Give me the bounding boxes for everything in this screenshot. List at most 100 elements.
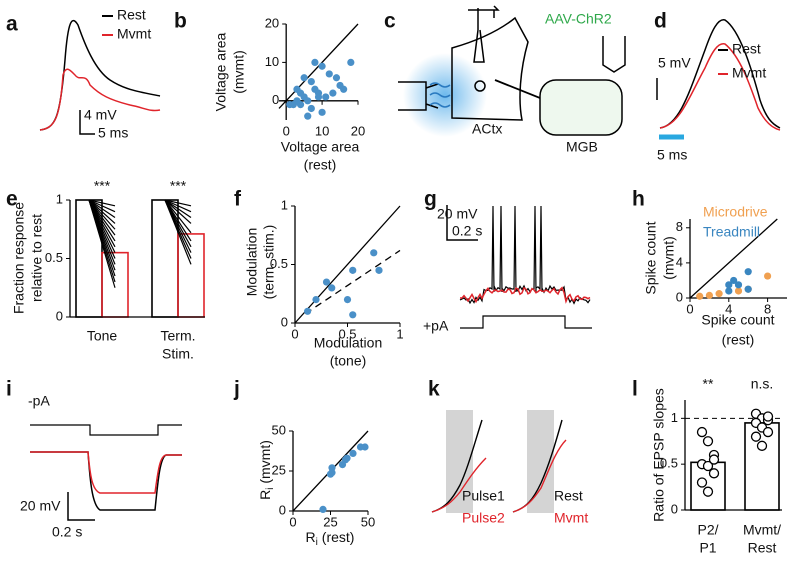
x-tick-label: Rest [748, 540, 777, 556]
point [304, 97, 312, 105]
point [708, 468, 720, 479]
light [403, 53, 487, 137]
x-axis-label: (tone) [330, 353, 367, 369]
x-tick-label: P1 [699, 540, 716, 556]
panel-letter: b [174, 10, 187, 33]
x-tick-label: 10 [315, 123, 329, 138]
point [744, 285, 752, 293]
trace [659, 19, 781, 129]
virus-label: AAV-ChR2 [545, 11, 612, 27]
panel-letter: e [6, 188, 18, 211]
x-tick-label: 50 [361, 514, 375, 529]
y-axis-label: (mvmt) [231, 50, 247, 94]
y-tick-label: 0.5 [45, 250, 63, 265]
stimulus [460, 315, 592, 329]
region-label: MGB [566, 139, 598, 155]
x-axis-label: Voltage area [281, 139, 360, 155]
y-axis-label: Ri (mvmt) [257, 440, 276, 500]
point [734, 287, 743, 295]
x-tick-label: 0 [283, 123, 290, 138]
electrode [468, 5, 500, 63]
legend-label: Mvmt [732, 65, 766, 81]
light-waves [429, 82, 451, 108]
trace [659, 43, 781, 131]
injector [602, 36, 626, 73]
point [705, 291, 714, 299]
region-label: ACtx [472, 121, 502, 137]
panel-letter: f [234, 188, 242, 211]
slice [451, 16, 529, 121]
stimulus [30, 424, 182, 436]
x-tick-label: P2/ [697, 522, 718, 538]
point [307, 104, 315, 113]
point [764, 272, 772, 280]
x-axis-label: Modulation [314, 335, 383, 351]
legend-label: Pulse2 [462, 510, 505, 526]
significance: ** [703, 376, 714, 392]
virus [606, 55, 622, 68]
y-tick-label: 50 [272, 422, 286, 437]
y-tick-label: 1 [281, 197, 288, 212]
x-tick-label: 25 [323, 514, 337, 529]
x-tick-label: Tone [87, 328, 118, 344]
panel-letter: a [6, 13, 18, 36]
point [349, 449, 357, 457]
x-tick-label: 0 [686, 301, 693, 316]
cell-line [164, 199, 192, 224]
point [325, 70, 333, 78]
bar [744, 422, 780, 511]
y-tick-label: 0.5 [660, 456, 678, 471]
point [349, 266, 357, 274]
x-tick-label: 0.5 [338, 326, 356, 341]
point [329, 89, 337, 97]
y-axis-label: Fraction response [11, 202, 27, 314]
point [349, 311, 357, 319]
cell-line [164, 199, 192, 207]
scale-bar [446, 205, 478, 241]
point [304, 112, 312, 120]
label-subscript: i [265, 488, 276, 490]
point [375, 266, 383, 274]
trace [431, 457, 487, 513]
scale-bar [79, 110, 95, 135]
point [311, 58, 319, 66]
point [370, 249, 378, 257]
label-part: R [257, 490, 273, 500]
y-axis-label: Voltage area [213, 32, 229, 111]
cell-line [88, 199, 116, 213]
point [293, 85, 301, 93]
point [744, 268, 752, 276]
scale-label: 20 mV [437, 206, 478, 222]
y-tick-label: 0 [671, 501, 678, 516]
y-tick-label: 0.5 [270, 256, 288, 271]
trace [30, 451, 182, 494]
scale-label: 0.2 s [52, 524, 82, 540]
y-tick-label: 0 [279, 502, 286, 517]
unity-line [294, 205, 401, 324]
legend-label: Treadmill [703, 224, 760, 240]
x-tick-label: 0 [291, 326, 298, 341]
y-tick-label: 1 [56, 191, 63, 206]
x-axis-label: Spike count [701, 312, 774, 328]
point [312, 296, 320, 304]
scale-label: 5 mV [658, 55, 691, 71]
point [715, 290, 723, 298]
point [307, 78, 315, 86]
x-tick-label: Mvmt/ [743, 522, 781, 538]
stimulus-label: +pA [423, 318, 449, 334]
legend-label: Rest [554, 488, 583, 504]
y-tick-label: 0 [281, 314, 288, 329]
cell-line [164, 199, 192, 219]
label-subscript: i [316, 537, 318, 548]
objective [398, 81, 439, 111]
bar [101, 251, 129, 318]
y-tick-label: 0 [272, 92, 279, 107]
point [296, 101, 305, 109]
point [328, 284, 336, 292]
y-axis-label: (mvmt) [661, 236, 677, 280]
y-tick-label: 20 [265, 15, 279, 30]
x-axis-label: (rest) [304, 157, 337, 173]
cell-line [88, 199, 116, 288]
y-axis-label: Spike count [643, 221, 659, 294]
stimulus-label: -pA [28, 393, 50, 409]
